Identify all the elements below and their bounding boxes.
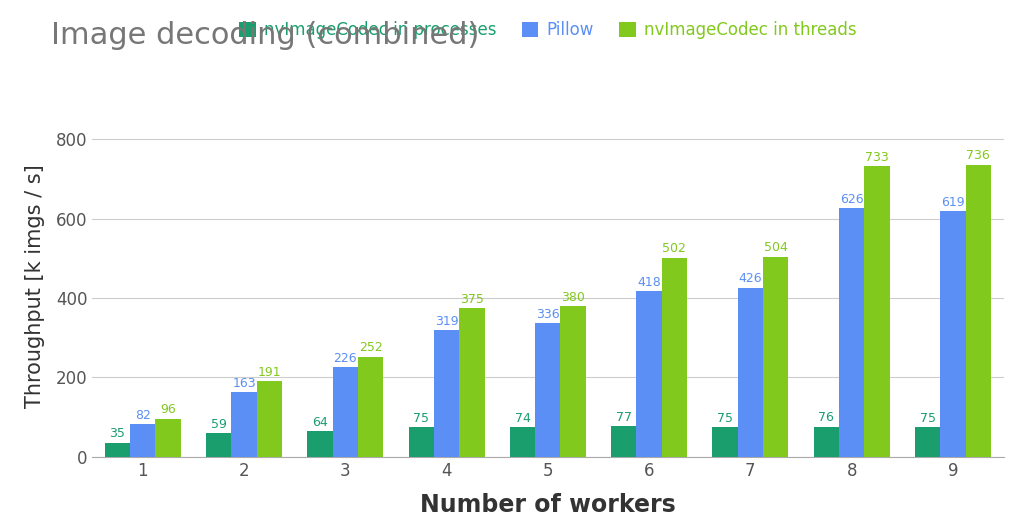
Bar <box>307 432 333 457</box>
Legend: nvImageCodec in processes, Pillow, nvImageCodec in threads: nvImageCodec in processes, Pillow, nvIma… <box>239 22 857 39</box>
Text: 252: 252 <box>358 341 383 354</box>
Text: 77: 77 <box>615 411 632 424</box>
Bar <box>713 427 737 457</box>
Text: 75: 75 <box>414 412 429 425</box>
Text: 191: 191 <box>258 365 282 379</box>
Text: 619: 619 <box>941 196 965 209</box>
Text: 736: 736 <box>967 149 990 162</box>
Text: 418: 418 <box>637 276 660 289</box>
Text: 502: 502 <box>663 242 686 255</box>
Bar <box>358 357 383 457</box>
Bar <box>637 291 662 457</box>
Text: 375: 375 <box>460 292 483 306</box>
Text: 96: 96 <box>160 403 176 416</box>
Bar <box>130 424 156 457</box>
Bar <box>611 426 637 457</box>
Bar <box>940 211 966 457</box>
Bar <box>737 288 763 457</box>
Text: 35: 35 <box>110 427 125 440</box>
Bar <box>257 381 282 457</box>
Text: 64: 64 <box>312 416 328 429</box>
Y-axis label: Throughput [k imgs / s]: Throughput [k imgs / s] <box>25 164 45 408</box>
Text: 733: 733 <box>865 151 889 163</box>
Text: 336: 336 <box>536 308 560 321</box>
Text: 75: 75 <box>717 412 733 425</box>
Bar <box>763 257 788 457</box>
Bar <box>156 418 181 457</box>
Bar <box>560 306 586 457</box>
Text: 163: 163 <box>232 377 256 390</box>
Bar <box>510 427 536 457</box>
Text: 74: 74 <box>515 412 530 425</box>
Bar <box>864 166 890 457</box>
Bar <box>434 330 459 457</box>
Text: 59: 59 <box>211 418 226 431</box>
Bar <box>104 443 130 457</box>
Text: 626: 626 <box>840 193 863 206</box>
Bar <box>459 308 484 457</box>
Bar <box>206 433 231 457</box>
Bar <box>231 392 257 457</box>
Text: 76: 76 <box>818 411 835 424</box>
Bar <box>409 427 434 457</box>
Text: 75: 75 <box>920 412 936 425</box>
Text: 319: 319 <box>435 315 459 328</box>
Text: 226: 226 <box>334 352 357 365</box>
Text: Image decoding (combined): Image decoding (combined) <box>51 21 479 50</box>
Bar <box>839 208 864 457</box>
Text: 504: 504 <box>764 242 787 255</box>
Text: 426: 426 <box>738 272 762 285</box>
Text: 82: 82 <box>135 409 151 422</box>
Bar <box>814 427 839 457</box>
X-axis label: Number of workers: Number of workers <box>420 494 676 518</box>
Bar <box>333 367 358 457</box>
Bar <box>966 165 991 457</box>
Text: 380: 380 <box>561 290 585 303</box>
Bar <box>536 323 560 457</box>
Bar <box>914 427 940 457</box>
Bar <box>662 258 687 457</box>
